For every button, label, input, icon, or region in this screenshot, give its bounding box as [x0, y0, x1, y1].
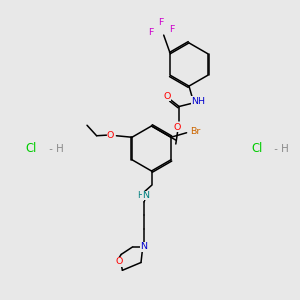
Text: Br: Br — [190, 127, 200, 136]
Text: N: N — [142, 191, 149, 200]
Text: Cl: Cl — [26, 142, 37, 155]
Text: F: F — [169, 25, 175, 34]
Text: - H: - H — [46, 143, 63, 154]
Text: O: O — [164, 92, 171, 101]
Text: O: O — [116, 257, 123, 266]
Text: O: O — [174, 123, 181, 132]
Text: H: H — [137, 191, 143, 200]
Text: F: F — [148, 28, 154, 37]
Text: NH: NH — [191, 97, 205, 106]
Text: Cl: Cl — [251, 142, 262, 155]
Text: - H: - H — [271, 143, 288, 154]
Text: N: N — [140, 242, 148, 251]
Text: O: O — [107, 131, 114, 140]
Text: F: F — [158, 18, 164, 27]
